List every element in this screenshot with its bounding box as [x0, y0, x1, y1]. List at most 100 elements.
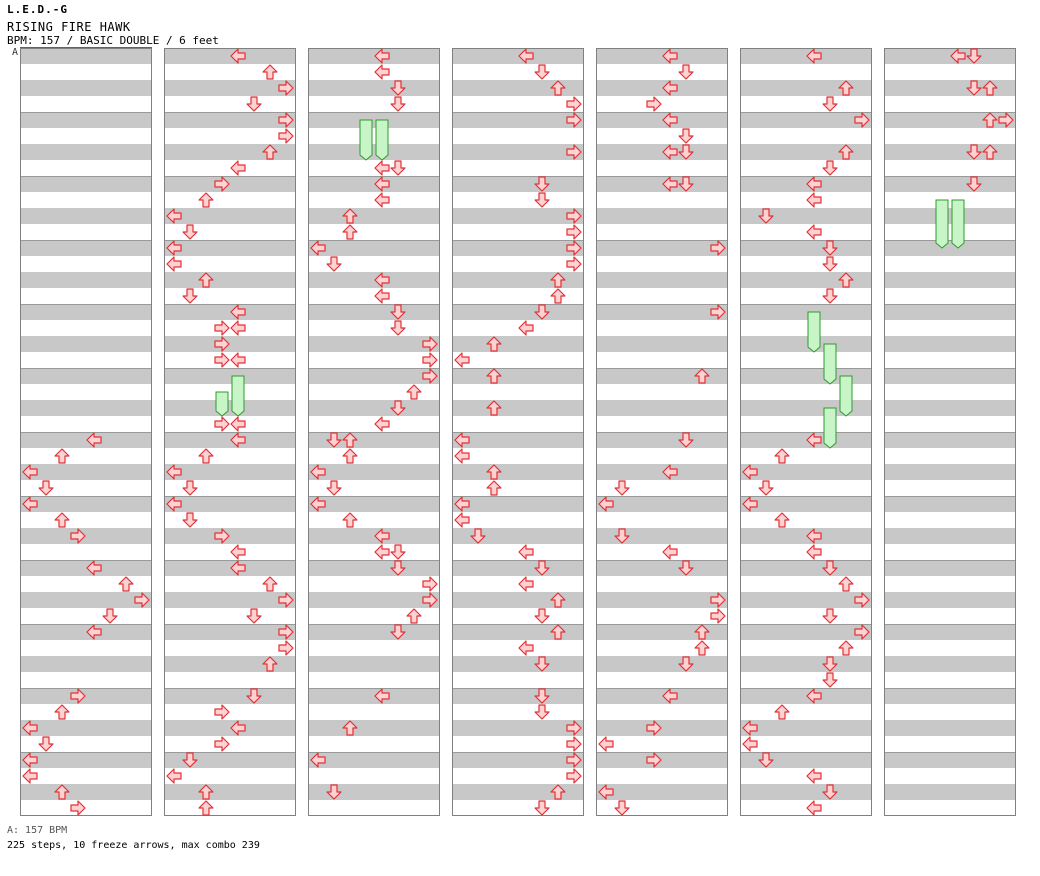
step-arrow	[534, 704, 550, 720]
step-arrow	[806, 800, 822, 816]
step-arrow	[806, 192, 822, 208]
freeze-arrow	[935, 199, 949, 249]
step-arrow	[518, 320, 534, 336]
measure-column	[452, 48, 584, 816]
step-arrow	[246, 608, 262, 624]
step-arrow	[454, 448, 470, 464]
step-arrow	[822, 96, 838, 112]
artist-name: L.E.D.-G	[7, 3, 68, 16]
song-title: RISING FIRE HAWK	[7, 20, 131, 34]
step-arrow	[214, 736, 230, 752]
step-arrow	[710, 608, 726, 624]
step-arrow	[390, 160, 406, 176]
step-arrow	[774, 704, 790, 720]
step-arrow	[406, 384, 422, 400]
step-arrow	[806, 544, 822, 560]
step-arrow	[326, 480, 342, 496]
chart-summary: 225 steps, 10 freeze arrows, max combo 2…	[7, 840, 260, 851]
step-arrow	[278, 128, 294, 144]
step-arrow	[742, 736, 758, 752]
step-arrow	[182, 288, 198, 304]
step-arrow	[806, 768, 822, 784]
step-arrow	[54, 448, 70, 464]
step-arrow	[486, 480, 502, 496]
step-arrow	[774, 448, 790, 464]
step-arrow	[214, 704, 230, 720]
step-arrow	[214, 352, 230, 368]
freeze-arrows	[215, 119, 965, 449]
step-arrow	[566, 736, 582, 752]
step-arrow	[230, 320, 246, 336]
step-arrow	[118, 576, 134, 592]
freeze-arrow	[951, 199, 965, 249]
measure-column	[884, 48, 1016, 816]
measure-column	[596, 48, 728, 816]
step-arrow	[678, 64, 694, 80]
freeze-arrow	[231, 375, 245, 417]
step-arrow	[374, 416, 390, 432]
step-arrow	[342, 224, 358, 240]
step-arrow	[550, 288, 566, 304]
step-arrow	[230, 352, 246, 368]
step-arrow	[566, 224, 582, 240]
step-arrow	[822, 672, 838, 688]
step-arrow	[774, 512, 790, 528]
step-arrow	[342, 448, 358, 464]
bpm-change-line	[20, 47, 152, 48]
step-arrow	[390, 544, 406, 560]
freeze-arrow	[215, 391, 229, 417]
freeze-arrow	[375, 119, 389, 161]
step-arrow	[230, 544, 246, 560]
step-arrow	[374, 192, 390, 208]
step-arrow	[374, 288, 390, 304]
step-arrow	[534, 800, 550, 816]
step-arrow	[54, 512, 70, 528]
step-arrow	[822, 608, 838, 624]
step-arrow	[278, 640, 294, 656]
step-arrow	[390, 96, 406, 112]
step-arrow	[646, 96, 662, 112]
step-arrow	[694, 640, 710, 656]
step-arrow	[758, 480, 774, 496]
step-arrow	[22, 768, 38, 784]
measure-column	[164, 48, 296, 816]
step-arrow	[374, 544, 390, 560]
freeze-arrow	[823, 407, 837, 449]
step-arrow	[198, 448, 214, 464]
step-arrow	[166, 768, 182, 784]
step-arrow	[262, 576, 278, 592]
step-arrow	[822, 256, 838, 272]
bpm-marker: A	[12, 47, 19, 58]
step-arrow	[262, 64, 278, 80]
chart-meta: BPM: 157 / BASIC DOUBLE / 6 feet	[7, 34, 219, 47]
step-arrow	[182, 480, 198, 496]
step-arrow	[198, 192, 214, 208]
step-arrow	[390, 320, 406, 336]
step-arrow	[422, 352, 438, 368]
step-arrow	[566, 96, 582, 112]
step-arrow	[182, 224, 198, 240]
step-arrow	[678, 128, 694, 144]
freeze-arrow	[823, 343, 837, 385]
step-arrow	[534, 192, 550, 208]
step-arrow	[518, 576, 534, 592]
measure-column	[740, 48, 872, 816]
step-arrow	[614, 480, 630, 496]
step-arrow	[38, 480, 54, 496]
step-arrow	[598, 736, 614, 752]
step-arrow	[422, 576, 438, 592]
freeze-arrow	[839, 375, 853, 417]
step-arrow	[70, 800, 86, 816]
step-arrow	[566, 768, 582, 784]
step-arrow	[214, 416, 230, 432]
step-arrow	[534, 64, 550, 80]
step-arrow	[406, 608, 422, 624]
step-arrow	[182, 512, 198, 528]
step-arrow	[662, 544, 678, 560]
step-arrow	[454, 512, 470, 528]
freeze-arrow	[359, 119, 373, 161]
step-arrow	[838, 640, 854, 656]
step-arrow	[214, 320, 230, 336]
step-arrow	[822, 160, 838, 176]
